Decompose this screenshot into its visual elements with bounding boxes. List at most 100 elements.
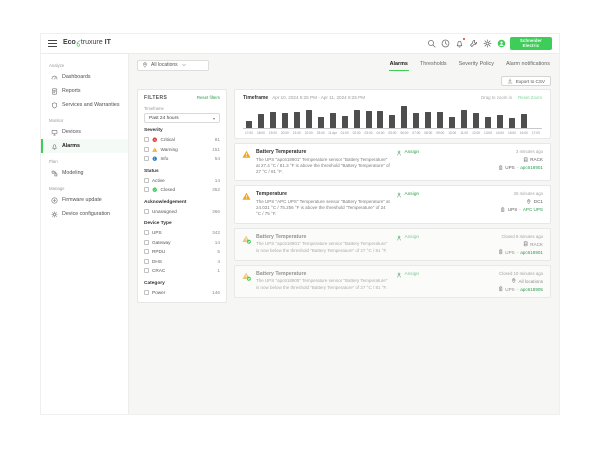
- chart-bar-slot[interactable]: 03:00: [362, 105, 375, 135]
- alarm-device-link[interactable]: apc618901: [520, 164, 543, 170]
- chart-bar[interactable]: [365, 111, 372, 128]
- sidebar-item-dashboards[interactable]: Dashboards: [41, 70, 128, 84]
- chart-bar[interactable]: [473, 112, 480, 128]
- schneider-electric-logo[interactable]: Schneider Electric: [510, 37, 552, 50]
- tab-thresholds[interactable]: Thresholds: [419, 59, 448, 71]
- chart-bar-slot[interactable]: 17:00: [243, 105, 255, 135]
- chart-bar-slot[interactable]: 23:00: [314, 105, 327, 135]
- filter-option-gateway[interactable]: Gateway 14: [144, 238, 220, 248]
- alarm-location[interactable]: RACK: [530, 241, 543, 247]
- chart-bar-slot[interactable]: 07:00: [410, 105, 423, 135]
- checkbox[interactable]: [144, 230, 149, 236]
- chart-bar-slot[interactable]: 11:00: [458, 105, 471, 135]
- filter-option-ups[interactable]: UPS 342: [144, 228, 220, 238]
- alarm-location[interactable]: RACK: [530, 156, 543, 162]
- chart-bar[interactable]: [461, 109, 468, 128]
- chart-bar-slot[interactable]: 15:00: [505, 105, 518, 135]
- tab-alarms[interactable]: Alarms: [388, 59, 409, 71]
- assign-button[interactable]: Assign: [396, 271, 460, 292]
- notifications-button[interactable]: [455, 37, 466, 48]
- chart-bar[interactable]: [449, 117, 456, 128]
- sidebar-item-device-configuration[interactable]: Device configuration: [41, 207, 128, 221]
- checkbox[interactable]: [144, 249, 149, 255]
- filter-option-rpdu[interactable]: RPDU 5: [144, 247, 220, 257]
- chart-bar[interactable]: [269, 112, 276, 128]
- filter-option-closed[interactable]: Closed 352: [144, 185, 220, 195]
- menu-icon[interactable]: [48, 40, 57, 47]
- history-button[interactable]: [441, 39, 450, 48]
- sidebar-item-reports[interactable]: Reports: [41, 84, 128, 98]
- settings-button[interactable]: [483, 39, 492, 48]
- chart-bar[interactable]: [401, 106, 408, 128]
- checkbox[interactable]: [144, 177, 149, 183]
- chart-bar-slot[interactable]: 19:00: [266, 105, 279, 135]
- chart-bar[interactable]: [437, 111, 444, 128]
- chart-bar[interactable]: [257, 114, 264, 128]
- sidebar-item-modeling[interactable]: Modeling: [41, 166, 128, 180]
- sidebar-item-devices[interactable]: Devices: [41, 125, 128, 139]
- chart-bar-slot[interactable]: 05:00: [386, 105, 399, 135]
- alarm-card[interactable]: Battery Temperature The UPS "apc618905" …: [234, 264, 551, 298]
- checkbox[interactable]: [144, 146, 149, 152]
- chart-bar[interactable]: [389, 114, 396, 128]
- chart-bar-slot[interactable]: 11 Apr: [326, 105, 339, 135]
- chart-bar[interactable]: [353, 110, 360, 128]
- alarm-device-link[interactable]: apc618905: [520, 286, 543, 292]
- alarm-location[interactable]: DC1: [533, 199, 543, 205]
- avatar-button[interactable]: [497, 39, 506, 48]
- alarm-card[interactable]: Battery Temperature The UPS "apc618901" …: [234, 227, 551, 261]
- chart-bar[interactable]: [305, 110, 312, 128]
- tab-severity-policy[interactable]: Severity Policy: [458, 59, 495, 71]
- search-button[interactable]: [427, 39, 436, 48]
- sidebar-item-firmware-update[interactable]: Firmware update: [41, 193, 128, 207]
- sidebar-item-alarms[interactable]: Alarms: [41, 139, 128, 153]
- chart-bar-slot[interactable]: 22:00: [302, 105, 315, 135]
- filter-option-power[interactable]: Power 146: [144, 288, 220, 298]
- chart-bar[interactable]: [341, 115, 348, 128]
- timeframe-select[interactable]: Past 24 hours ▾: [144, 113, 220, 123]
- chart-bar[interactable]: [317, 117, 324, 128]
- chart-bar-slot[interactable]: 17:00: [529, 105, 542, 135]
- checkbox[interactable]: [144, 239, 149, 245]
- chart-bar-slot[interactable]: 14:00: [494, 105, 506, 135]
- checkbox[interactable]: [144, 268, 149, 274]
- chart-bar-slot[interactable]: 16:00: [517, 105, 530, 135]
- chart-bar[interactable]: [508, 118, 515, 128]
- bar-chart[interactable]: 17:00 18:00 19:00 20:00 21:00 22:00 23:0…: [243, 105, 542, 135]
- support-button[interactable]: [469, 39, 478, 48]
- assign-button[interactable]: Assign: [396, 149, 460, 175]
- chart-bar-slot[interactable]: 20:00: [278, 105, 291, 135]
- checkbox[interactable]: [144, 258, 149, 264]
- chart-bar[interactable]: [377, 111, 384, 128]
- chart-bar-slot[interactable]: 13:00: [482, 105, 495, 135]
- location-selector[interactable]: All locations: [137, 59, 209, 71]
- alarm-location[interactable]: All locations: [518, 278, 543, 284]
- filter-option-critical[interactable]: Critical 81: [144, 135, 220, 145]
- chart-bar[interactable]: [425, 111, 432, 128]
- chart-bar[interactable]: [496, 115, 503, 128]
- chart-bar[interactable]: [245, 121, 252, 128]
- filter-option-dhs[interactable]: DHS 4: [144, 257, 220, 267]
- chart-bar[interactable]: [293, 111, 300, 128]
- checkbox[interactable]: [144, 289, 149, 295]
- chart-bar[interactable]: [329, 112, 336, 128]
- chart-bar[interactable]: [485, 117, 492, 128]
- reset-zoom-link[interactable]: Reset Zoom: [518, 95, 542, 100]
- filter-option-active[interactable]: Active 14: [144, 176, 220, 186]
- checkbox[interactable]: [144, 208, 149, 214]
- chart-bar-slot[interactable]: 01:00: [338, 105, 351, 135]
- chart-bar-slot[interactable]: 10:00: [446, 105, 459, 135]
- chart-bar-slot[interactable]: 04:00: [374, 105, 387, 135]
- alarm-card[interactable]: Temperature The UPS "APC UPS" Temperatur…: [234, 185, 551, 224]
- chart-bar[interactable]: [520, 114, 527, 128]
- chart-bar-slot[interactable]: 09:00: [434, 105, 447, 135]
- filter-option-unassigned[interactable]: Unassigned 366: [144, 207, 220, 217]
- chart-bar-slot[interactable]: 06:00: [398, 105, 411, 135]
- chart-bar-slot[interactable]: 08:00: [422, 105, 435, 135]
- chart-bar[interactable]: [281, 112, 288, 128]
- alarm-device-link[interactable]: APC UPS: [522, 207, 543, 213]
- reset-filters-link[interactable]: Reset filters: [196, 95, 220, 100]
- filter-option-crac[interactable]: CRAC 1: [144, 266, 220, 276]
- chart-bar-slot[interactable]: 02:00: [350, 105, 363, 135]
- chart-bar-slot[interactable]: 12:00: [470, 105, 483, 135]
